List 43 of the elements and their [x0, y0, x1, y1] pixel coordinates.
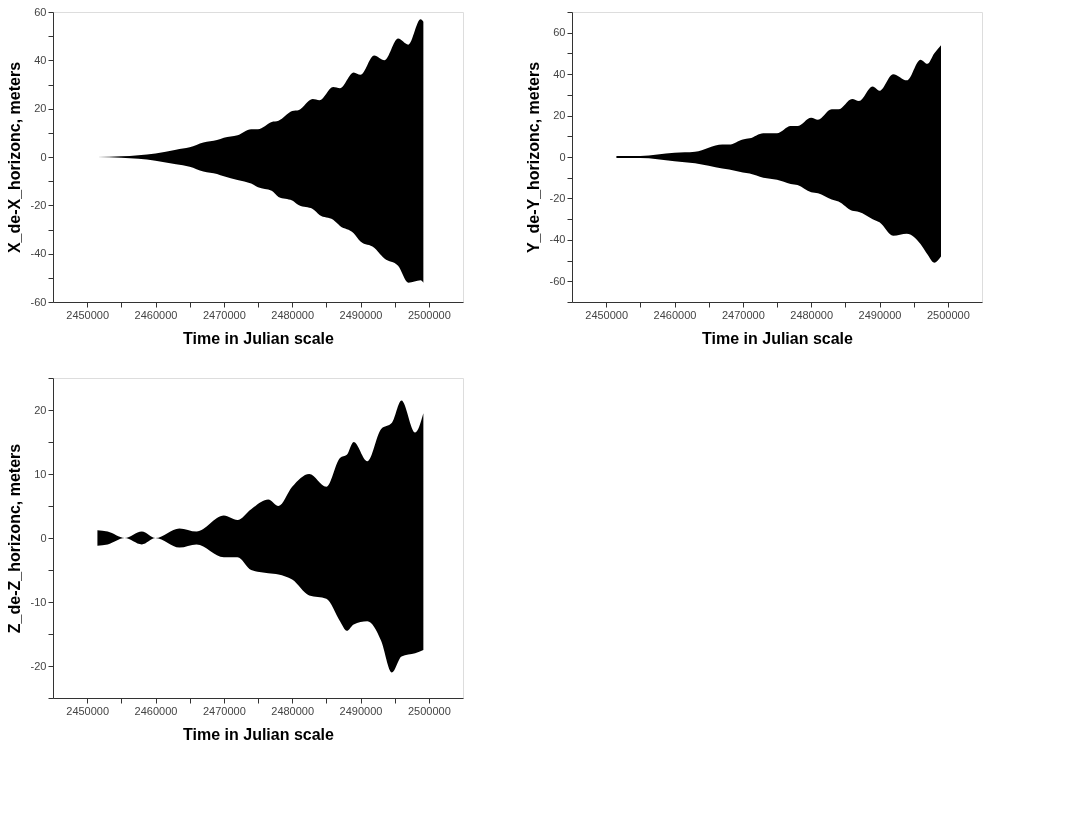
x-tick-label: 2460000	[653, 308, 697, 321]
y-tick-label: 10	[34, 467, 47, 480]
x-axis-title: Time in Julian scale	[702, 329, 854, 347]
x-tick-label: 2500000	[407, 308, 451, 321]
x-tick-label: 2490000	[339, 308, 383, 321]
x-tick-label: 2480000	[271, 308, 315, 321]
y-tick-label: 60	[553, 26, 566, 39]
y-tick-label: 20	[553, 109, 566, 122]
x-tick-label: 2460000	[134, 308, 178, 321]
x-tick-label: 2490000	[339, 704, 383, 717]
y-tick-label: -40	[30, 247, 47, 260]
y-tick-label: 40	[34, 53, 47, 66]
x-tick-label: 2470000	[202, 704, 246, 717]
x-tick-label: 2460000	[134, 704, 178, 717]
x-tick-label: 2490000	[858, 308, 902, 321]
x-axis-title: Time in Julian scale	[183, 725, 335, 743]
y-tick-label: 0	[40, 531, 47, 544]
y-tick-label: -20	[30, 659, 47, 672]
x-tick-label: 2450000	[66, 704, 110, 717]
x-tick-label: 2470000	[721, 308, 765, 321]
x-tick-label: 2470000	[202, 308, 246, 321]
y-tick-label: 20	[34, 403, 47, 416]
y-axis-title: Y_de-Y_horizonc, meters	[524, 61, 542, 254]
y-axis-title: X_de-X_horizonc, meters	[5, 61, 23, 254]
x-tick-label: 2450000	[585, 308, 629, 321]
y-tick-label: 40	[553, 67, 566, 80]
x-axis-title: Time in Julian scale	[183, 329, 335, 347]
y-tick-label: -10	[30, 595, 47, 608]
y-tick-label: -40	[549, 233, 566, 246]
y-tick-label: -60	[30, 295, 47, 308]
x-tick-label: 2480000	[790, 308, 834, 321]
y-tick-label: 20	[34, 102, 47, 115]
x-tick-label: 2450000	[66, 308, 110, 321]
y-tick-label: 60	[34, 5, 47, 18]
y-tick-label: -20	[549, 191, 566, 204]
x-tick-label: 2500000	[926, 308, 970, 321]
y-tick-label: -60	[549, 274, 566, 287]
y-axis-title: Z_de-Z_horizonc, meters	[5, 443, 23, 634]
x-tick-label: 2500000	[407, 704, 451, 717]
y-tick-label: 0	[40, 150, 47, 163]
x-tick-label: 2480000	[271, 704, 315, 717]
y-tick-label: -20	[30, 198, 47, 211]
y-tick-label: 0	[559, 150, 566, 163]
